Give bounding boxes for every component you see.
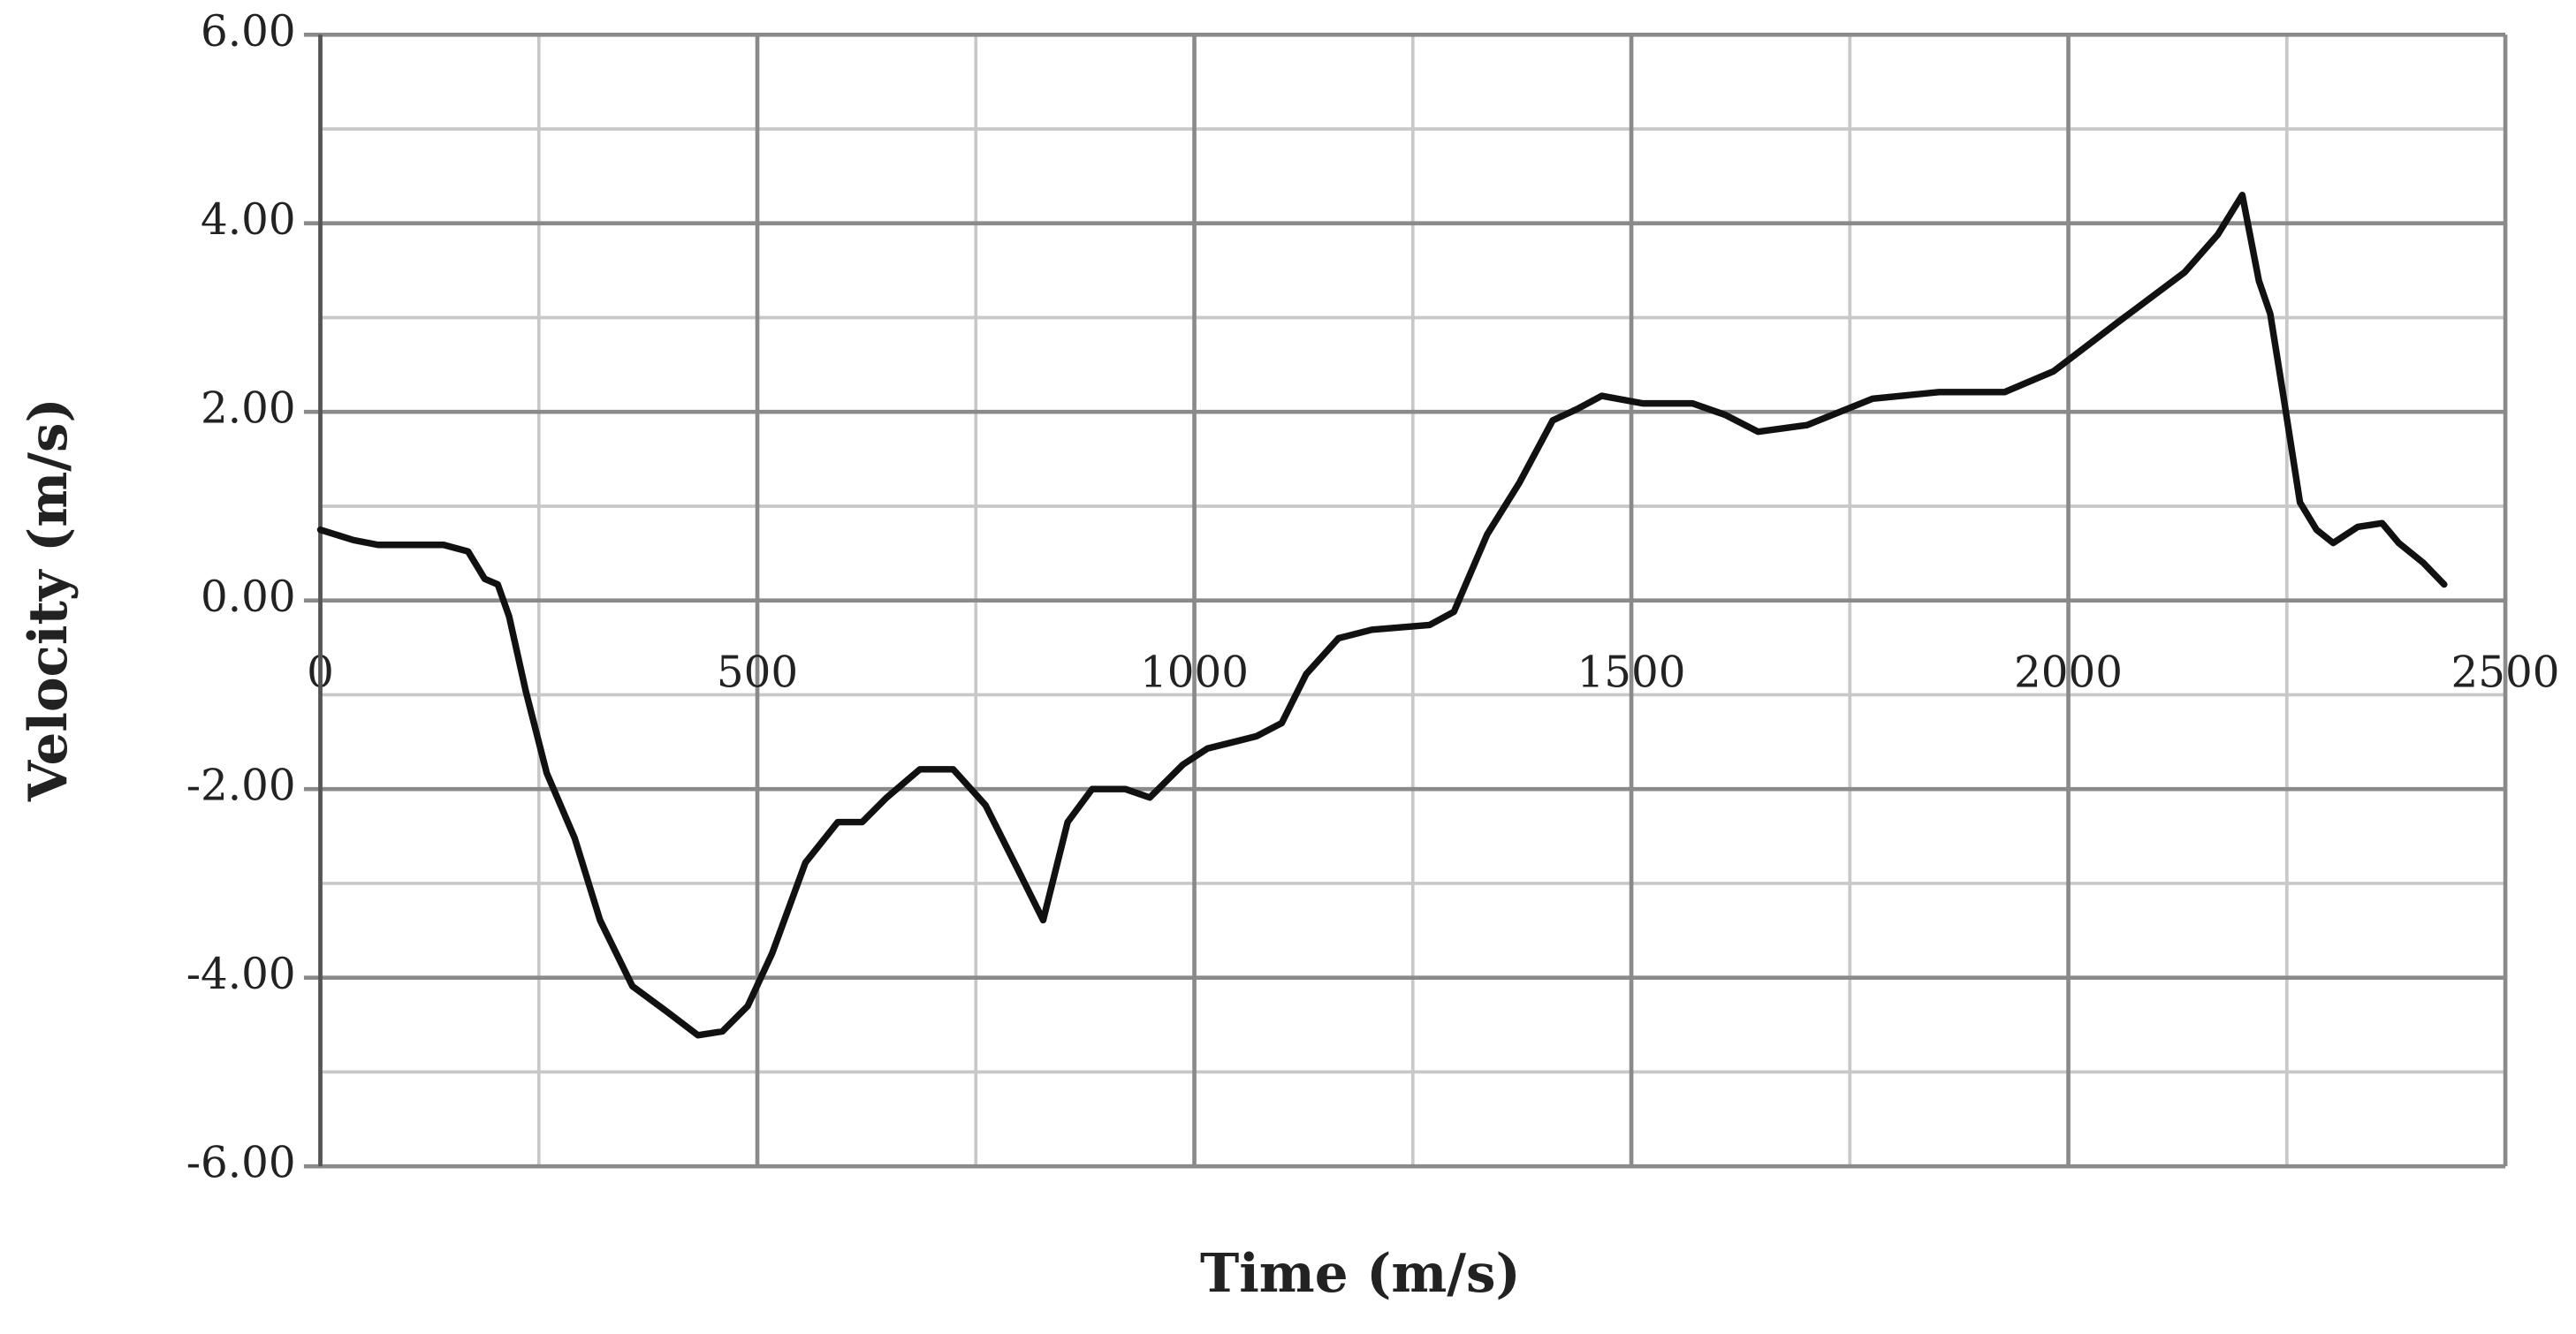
y-tick-label: 6.00 bbox=[201, 7, 296, 57]
y-axis-title: Velocity (m/s) bbox=[18, 398, 80, 802]
x-tick-label: 1000 bbox=[1140, 648, 1249, 698]
y-tick-label: -2.00 bbox=[186, 762, 296, 811]
line-series bbox=[316, 192, 2448, 1039]
x-tick-label: 500 bbox=[717, 648, 798, 698]
y-tick-label: 2.00 bbox=[201, 384, 296, 434]
y-tick-label: -6.00 bbox=[186, 1139, 296, 1188]
y-tick-label: -4.00 bbox=[186, 950, 296, 999]
y-tick-label: 0.00 bbox=[201, 572, 296, 622]
y-tick-label: 4.00 bbox=[201, 195, 296, 245]
x-axis-title: Time (m/s) bbox=[1200, 1243, 1521, 1305]
x-tick-label: 1500 bbox=[1577, 648, 1686, 698]
x-tick-label: 2500 bbox=[2451, 648, 2560, 698]
x-tick-label: 2000 bbox=[2014, 648, 2123, 698]
